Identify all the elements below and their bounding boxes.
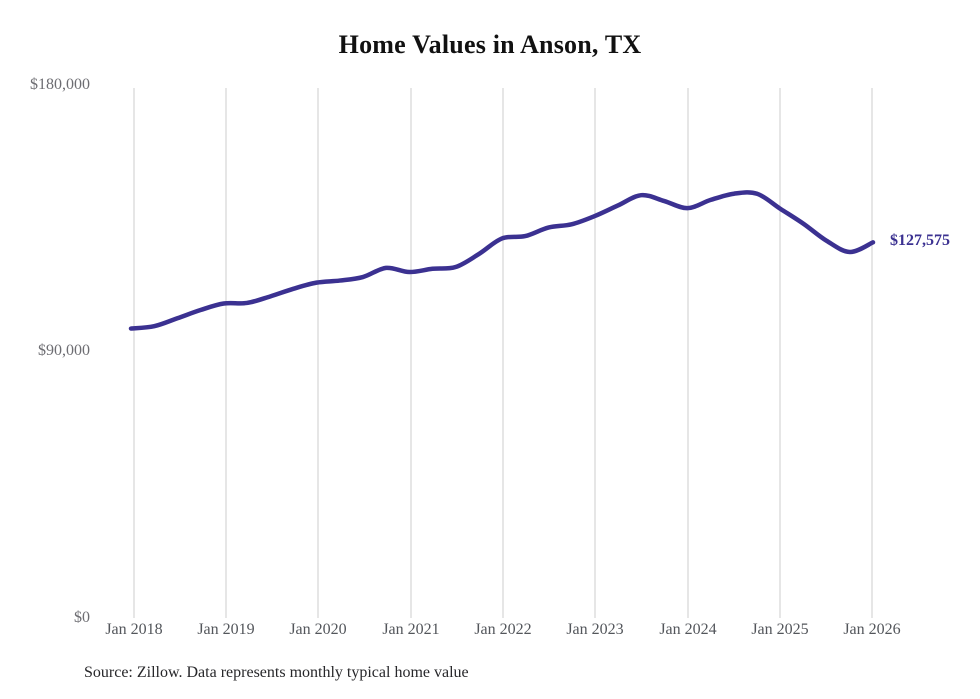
x-tick-jan-2024: Jan 2024 [659, 621, 717, 638]
x-tick-jan-2026: Jan 2026 [843, 621, 901, 638]
x-tick-jan-2021: Jan 2021 [382, 621, 440, 638]
y-tick-0: $0 [74, 609, 90, 626]
x-tick-jan-2018: Jan 2018 [105, 621, 163, 638]
chart-title: Home Values in Anson, TX [338, 30, 642, 59]
y-tick-90000: $90,000 [38, 342, 90, 359]
x-tick-jan-2022: Jan 2022 [474, 621, 532, 638]
end-value-label: $127,575 [890, 232, 950, 250]
value-line [128, 190, 876, 331]
x-tick-jan-2023: Jan 2023 [566, 621, 624, 638]
x-tick-jan-2019: Jan 2019 [197, 621, 255, 638]
y-tick-180000: $180,000 [30, 76, 90, 93]
source-note: Source: Zillow. Data represents monthly … [84, 664, 469, 681]
x-tick-jan-2025: Jan 2025 [751, 621, 809, 638]
x-tick-jan-2020: Jan 2020 [289, 621, 347, 638]
gridlines [133, 88, 873, 618]
